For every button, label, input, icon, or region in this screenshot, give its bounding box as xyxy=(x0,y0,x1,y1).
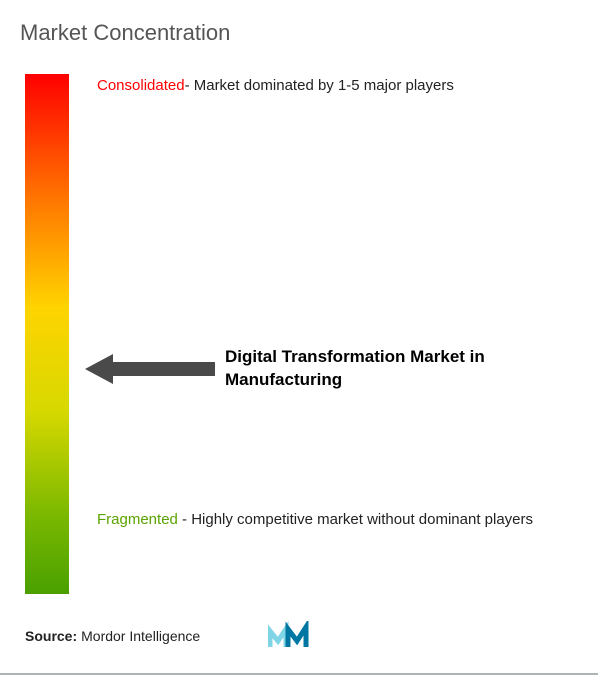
consolidated-label: Consolidated- Market dominated by 1-5 ma… xyxy=(97,76,454,96)
market-name-label: Digital Transformation Market in Manufac… xyxy=(225,346,573,392)
source-attribution: Source: Mordor Intelligence xyxy=(25,621,310,651)
source-key: Source: xyxy=(25,628,77,644)
consolidated-text: - Market dominated by 1-5 major players xyxy=(185,77,454,94)
bottom-divider xyxy=(0,673,598,675)
concentration-chart: Consolidated- Market dominated by 1-5 ma… xyxy=(25,74,573,604)
concentration-gradient-bar xyxy=(25,74,69,594)
mordor-logo-icon xyxy=(268,621,310,651)
fragmented-text: - Highly competitive market without domi… xyxy=(178,511,533,528)
arrow-left-icon xyxy=(85,352,215,386)
fragmented-keyword: Fragmented xyxy=(97,511,178,528)
consolidated-keyword: Consolidated xyxy=(97,77,185,94)
market-position-indicator: Digital Transformation Market in Manufac… xyxy=(85,352,573,392)
source-value: Mordor Intelligence xyxy=(81,628,200,644)
fragmented-label: Fragmented - Highly competitive market w… xyxy=(97,506,533,535)
chart-title: Market Concentration xyxy=(20,20,573,46)
